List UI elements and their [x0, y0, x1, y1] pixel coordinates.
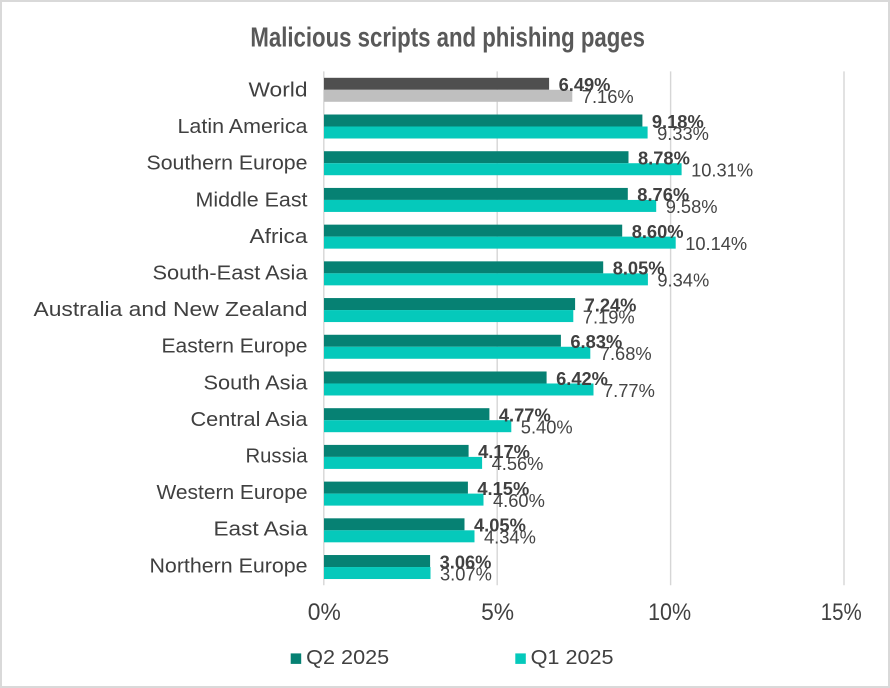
- svg-text:4.05%: 4.05%: [474, 515, 526, 536]
- svg-text:5%: 5%: [481, 599, 514, 626]
- svg-text:Russia: Russia: [246, 446, 309, 468]
- svg-text:Western Europe: Western Europe: [157, 482, 308, 504]
- svg-text:9.34%: 9.34%: [657, 270, 709, 291]
- svg-text:10.31%: 10.31%: [691, 160, 753, 181]
- svg-text:East Asia: East Asia: [214, 519, 309, 541]
- svg-text:7.16%: 7.16%: [582, 86, 634, 107]
- svg-text:3.06%: 3.06%: [440, 551, 492, 572]
- svg-text:8.60%: 8.60%: [632, 221, 684, 242]
- svg-text:4.77%: 4.77%: [499, 404, 551, 425]
- svg-text:8.05%: 8.05%: [613, 258, 665, 279]
- svg-text:10%: 10%: [648, 599, 691, 626]
- svg-text:15%: 15%: [821, 599, 862, 626]
- svg-text:Latin America: Latin America: [178, 116, 309, 138]
- svg-text:9.58%: 9.58%: [666, 196, 718, 217]
- svg-text:4.17%: 4.17%: [478, 441, 530, 462]
- svg-text:Q1 2025: Q1 2025: [531, 647, 614, 669]
- svg-text:4.34%: 4.34%: [484, 527, 536, 548]
- svg-text:8.76%: 8.76%: [637, 184, 689, 205]
- svg-text:7.19%: 7.19%: [583, 306, 635, 327]
- svg-text:4.15%: 4.15%: [477, 478, 529, 499]
- svg-text:8.78%: 8.78%: [638, 148, 690, 169]
- svg-text:Q2 2025: Q2 2025: [306, 647, 389, 669]
- svg-text:Malicious scripts and phishing: Malicious scripts and phishing pages: [250, 21, 645, 52]
- svg-text:Middle East: Middle East: [196, 189, 308, 211]
- svg-text:6.42%: 6.42%: [556, 368, 608, 389]
- svg-text:Northern Europe: Northern Europe: [150, 555, 308, 577]
- svg-text:7.77%: 7.77%: [603, 380, 655, 401]
- svg-text:0%: 0%: [308, 599, 341, 626]
- svg-text:3.07%: 3.07%: [440, 563, 492, 584]
- svg-text:Central Asia: Central Asia: [191, 409, 309, 431]
- svg-text:9.18%: 9.18%: [652, 111, 704, 132]
- svg-text:Africa: Africa: [250, 226, 309, 248]
- svg-text:4.56%: 4.56%: [492, 453, 544, 474]
- svg-text:Southern Europe: Southern Europe: [147, 153, 308, 175]
- svg-text:4.60%: 4.60%: [493, 490, 545, 511]
- svg-text:World: World: [249, 80, 308, 102]
- svg-text:9.33%: 9.33%: [657, 123, 709, 144]
- svg-text:10.14%: 10.14%: [685, 233, 747, 254]
- svg-text:7.68%: 7.68%: [600, 343, 652, 364]
- svg-text:South Asia: South Asia: [204, 372, 309, 394]
- svg-text:6.49%: 6.49%: [559, 74, 611, 95]
- svg-text:Eastern Europe: Eastern Europe: [162, 336, 308, 358]
- svg-text:South-East Asia: South-East Asia: [153, 263, 309, 285]
- svg-text:6.83%: 6.83%: [570, 331, 622, 352]
- svg-text:7.24%: 7.24%: [585, 294, 637, 315]
- svg-text:5.40%: 5.40%: [521, 416, 573, 437]
- svg-text:Australia and New Zealand: Australia and New Zealand: [34, 299, 308, 321]
